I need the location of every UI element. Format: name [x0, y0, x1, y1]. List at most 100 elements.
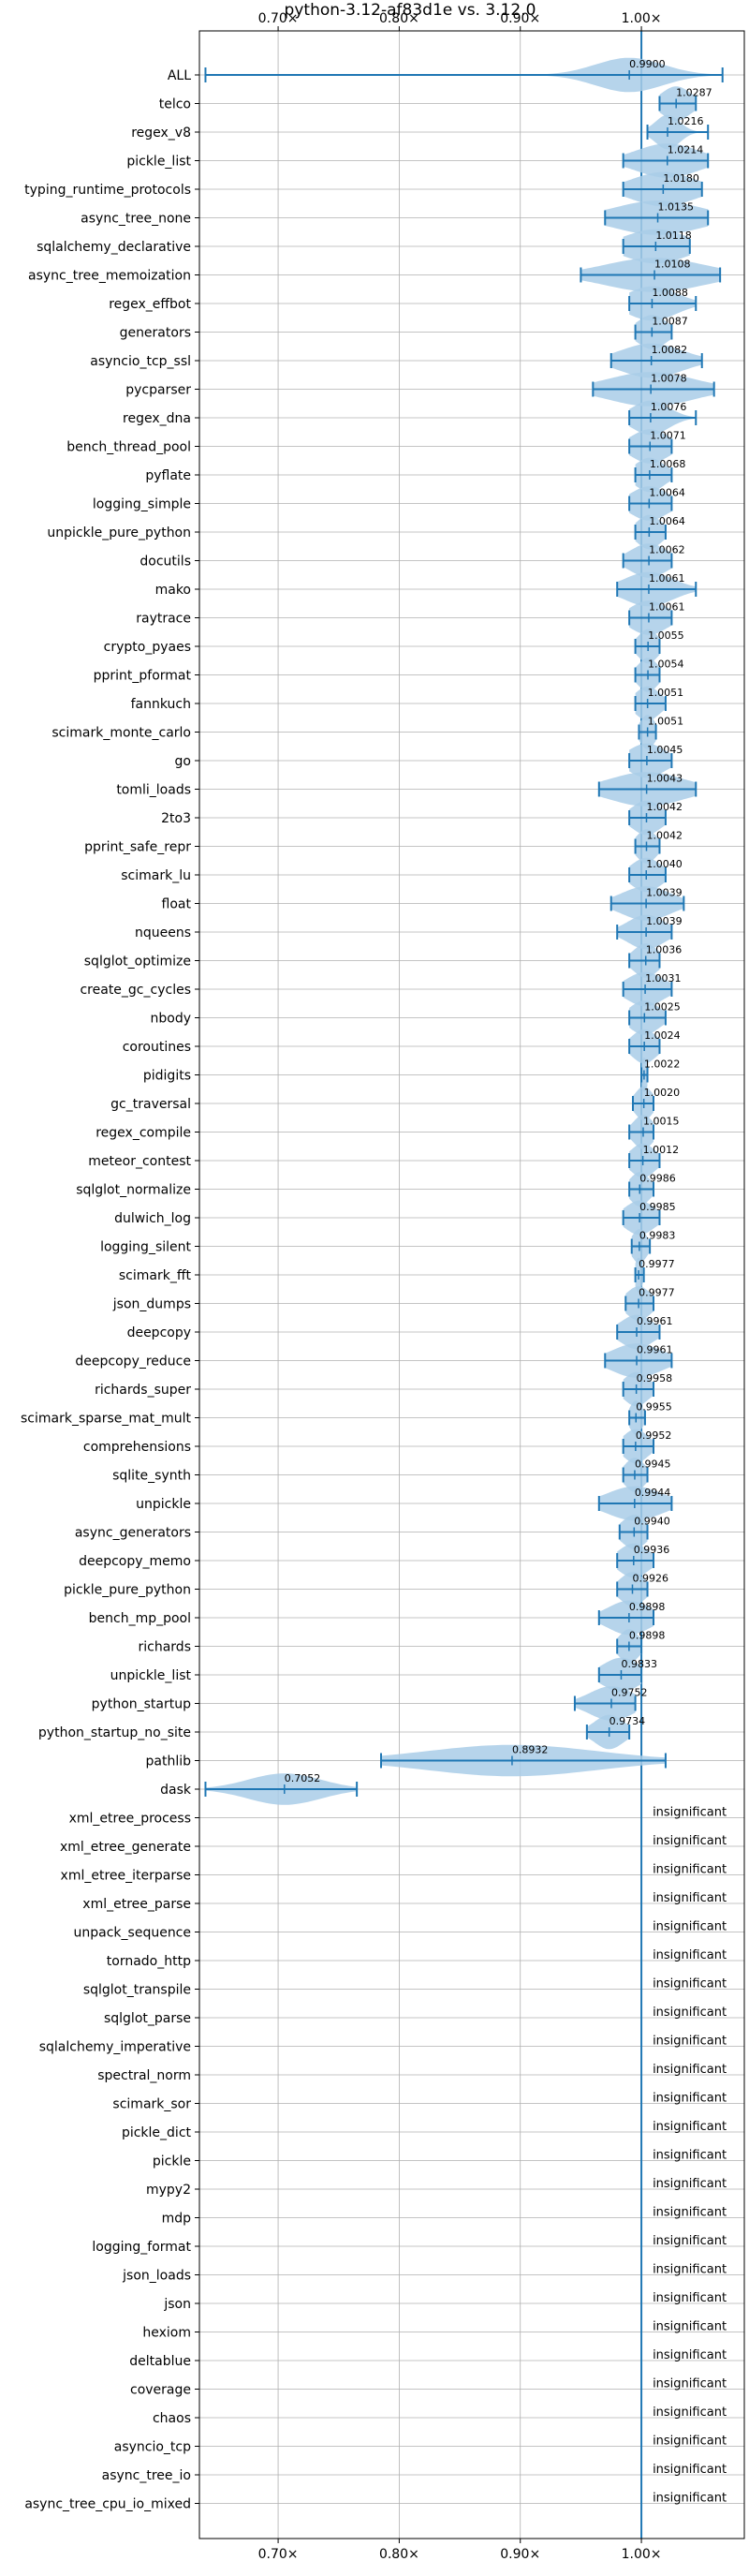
- value-label: 1.0039: [646, 915, 683, 927]
- insignificant-label: insignificant: [653, 2492, 727, 2506]
- benchmark-label: dulwich_log: [114, 1211, 191, 1226]
- benchmark-label: pickle_dict: [122, 2125, 192, 2140]
- benchmark-label: sqlalchemy_imperative: [39, 2040, 191, 2055]
- benchmark-label: pprint_safe_repr: [84, 840, 191, 855]
- insignificant-label: insignificant: [653, 2377, 727, 2391]
- benchmark-label: deepcopy: [127, 1325, 191, 1340]
- value-label: 1.0024: [644, 1029, 681, 1042]
- insignificant-label: insignificant: [653, 1977, 727, 1991]
- benchmark-label: unpickle: [136, 1497, 191, 1512]
- benchmark-label: fannkuch: [131, 697, 191, 712]
- insignificant-label: insignificant: [653, 2406, 727, 2420]
- benchmark-label: scimark_monte_carlo: [51, 726, 191, 741]
- benchmark-label: pyflate: [145, 468, 191, 483]
- violin-layer: [204, 31, 724, 2539]
- benchmark-label: tomli_loads: [116, 783, 191, 798]
- value-label: 0.7052: [285, 1772, 321, 1784]
- benchmark-label: typing_runtime_protocols: [24, 183, 191, 198]
- benchmark-label: pprint_pformat: [94, 669, 192, 684]
- benchmark-label: gc_traversal: [110, 1097, 191, 1112]
- benchmark-label: unpickle_pure_python: [47, 526, 191, 540]
- benchmark-label: raytrace: [136, 612, 191, 627]
- value-label: 1.0051: [648, 687, 684, 699]
- value-label: 0.8932: [512, 1744, 549, 1756]
- value-label: 0.9900: [629, 58, 666, 70]
- benchmark-label: coroutines: [123, 1040, 191, 1055]
- x-tick-label-bottom: 0.80×: [379, 2547, 419, 2562]
- value-label: 0.9985: [639, 1201, 676, 1213]
- benchmark-label: 2to3: [161, 811, 191, 826]
- benchmark-label: async_generators: [75, 1526, 191, 1541]
- benchmark-label: go: [175, 754, 191, 769]
- value-label: 1.0180: [663, 172, 699, 185]
- value-label: 1.0012: [643, 1144, 680, 1156]
- value-label: 1.0025: [644, 1001, 681, 1014]
- x-tick-label-bottom: 0.90×: [500, 2547, 540, 2562]
- benchmark-label: deltablue: [129, 2354, 191, 2369]
- insignificant-label: insignificant: [653, 2320, 727, 2334]
- insignificant-label: insignificant: [653, 2149, 727, 2163]
- value-label: 1.0022: [644, 1059, 681, 1071]
- benchmark-label: comprehensions: [83, 1440, 191, 1455]
- x-tick-label-top: 0.90×: [500, 11, 540, 26]
- benchmark-label: sqlite_synth: [112, 1469, 191, 1484]
- benchmark-label: pidigits: [143, 1069, 191, 1084]
- benchmark-label: logging_silent: [100, 1240, 191, 1255]
- benchmark-label: chaos: [153, 2411, 191, 2426]
- insignificant-label: insignificant: [653, 2206, 727, 2220]
- benchmark-label: xml_etree_process: [69, 1812, 191, 1827]
- value-label: 1.0108: [654, 259, 691, 271]
- value-label: 1.0068: [650, 458, 686, 470]
- benchmark-label: python_startup: [92, 1697, 191, 1712]
- benchmark-label: sqlglot_normalize: [76, 1183, 191, 1198]
- benchmark-label: pycparser: [125, 383, 191, 398]
- value-label: 1.0214: [668, 144, 704, 156]
- value-label: 0.9977: [639, 1287, 675, 1299]
- insignificant-label: insignificant: [653, 2006, 727, 2020]
- value-label: 1.0062: [649, 544, 685, 556]
- benchmark-label: nqueens: [135, 925, 191, 940]
- benchmark-label: sqlglot_transpile: [83, 1983, 191, 1998]
- value-label: 1.0078: [651, 373, 687, 385]
- benchmark-label: sqlalchemy_declarative: [37, 240, 191, 255]
- insignificant-label: insignificant: [653, 2120, 727, 2134]
- insignificant-label: insignificant: [653, 2063, 727, 2077]
- benchmark-label: sqlglot_optimize: [84, 955, 191, 970]
- benchmark-label: deepcopy_memo: [79, 1554, 191, 1569]
- benchmark-label: dask: [160, 1783, 192, 1798]
- axis-layer: 0.70× 0.70× 0.80× 0.80× 0.90× 0.90× 1.00× 1.00×…: [21, 11, 662, 2562]
- benchmark-label: mdp: [162, 2212, 192, 2227]
- benchmark-label: regex_dna: [123, 411, 191, 426]
- value-label: 1.0042: [646, 830, 683, 842]
- benchmark-label: float: [162, 897, 192, 912]
- insignificant-label: insignificant: [653, 1863, 727, 1877]
- value-label: 1.0045: [647, 744, 683, 756]
- x-tick-label-top: 0.70×: [258, 11, 299, 26]
- value-label: 1.0040: [646, 858, 683, 870]
- benchmark-label: regex_v8: [131, 126, 191, 141]
- value-label: 1.0071: [650, 430, 686, 442]
- benchmark-label: xml_etree_iterparse: [61, 1869, 191, 1884]
- benchmark-label: async_tree_memoization: [28, 269, 191, 284]
- value-label: 0.9961: [637, 1315, 673, 1327]
- value-label: 1.0064: [649, 515, 685, 527]
- insignificant-label: insignificant: [653, 2092, 727, 2106]
- x-tick-label-top: 1.00×: [622, 11, 662, 26]
- value-label: 1.0135: [658, 201, 695, 214]
- benchmark-label: regex_compile: [95, 1126, 191, 1141]
- value-label: 1.0031: [645, 972, 682, 985]
- x-tick-label-top: 0.80×: [379, 11, 419, 26]
- benchmark-label: deepcopy_reduce: [75, 1355, 191, 1369]
- benchmark-label: xml_etree_parse: [82, 1897, 191, 1912]
- benchmark-label: mako: [155, 583, 191, 598]
- benchmark-label: pickle_pure_python: [64, 1583, 191, 1598]
- value-label: 0.9952: [636, 1429, 672, 1442]
- insignificant-label: insignificant: [653, 2234, 727, 2248]
- value-label: 1.0087: [652, 316, 688, 328]
- benchmark-label: unpack_sequence: [74, 1926, 191, 1941]
- benchmark-label: async_tree_cpu_io_mixed: [24, 2497, 191, 2512]
- benchmark-label: ALL: [168, 68, 191, 83]
- benchmark-label: spectral_norm: [97, 2068, 191, 2083]
